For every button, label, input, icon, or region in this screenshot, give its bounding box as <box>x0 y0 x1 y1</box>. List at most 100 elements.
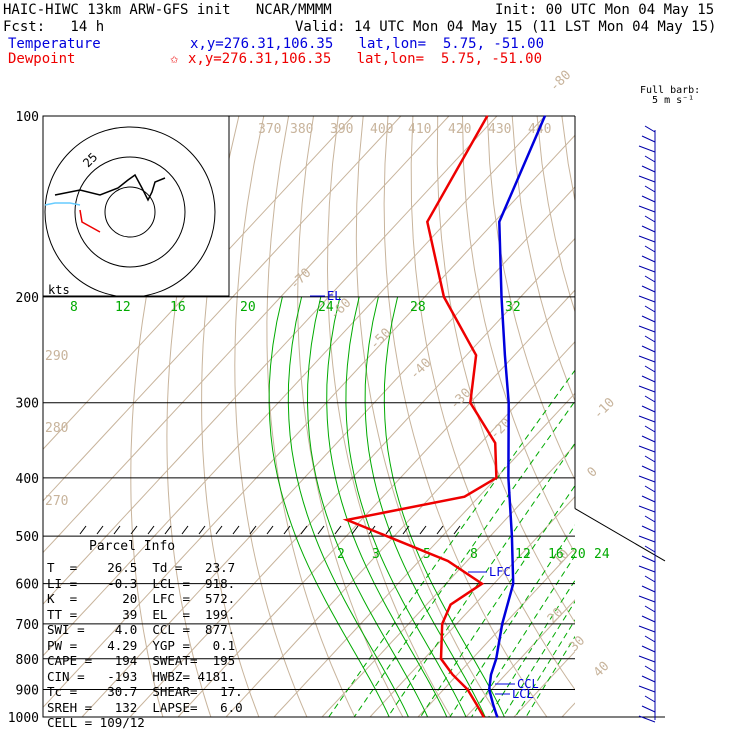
isotherm-tick-label: -10 <box>591 395 618 422</box>
hatch-mark <box>351 525 359 535</box>
theta-tick-label: 280 <box>45 421 68 436</box>
wind-barb <box>638 475 656 483</box>
mixing-ratio-label: 20 <box>570 547 586 562</box>
wind-barb <box>638 505 656 513</box>
dewpoint-point <box>475 702 477 705</box>
theta-tick-label: 430 <box>488 122 511 137</box>
temperature-point <box>496 716 499 718</box>
mixing-ratio-line <box>525 635 575 718</box>
wind-barb <box>638 295 656 303</box>
dewpoint-point <box>495 477 498 479</box>
annotation-el-label: EL <box>327 289 341 303</box>
hatch-mark <box>79 525 87 535</box>
wind-barb <box>641 225 656 233</box>
theta-tick-label: 420 <box>448 122 471 137</box>
parcel-info-row: CIN = -193 HWBZ= 4181. <box>47 668 236 684</box>
pressure-tick-label: 200 <box>16 291 39 306</box>
temperature-point <box>512 582 514 585</box>
dewpoint-location: x,y=276.31,106.35 lat,lon= 5.75, -51.00 <box>188 51 543 67</box>
hatch-mark <box>130 525 138 535</box>
wind-barb <box>641 165 656 173</box>
hatch-mark <box>181 525 189 535</box>
hatch-mark <box>147 525 155 535</box>
valid-time: Valid: 14 UTC Mon 04 May 15 (11 LST Mon … <box>295 19 717 35</box>
temperature-point <box>488 688 491 691</box>
wind-barb <box>638 445 656 453</box>
isotherm-line <box>43 116 354 450</box>
wind-barb <box>641 195 656 203</box>
hatch-mark <box>232 525 240 535</box>
wind-barb <box>644 155 656 163</box>
hatch-mark <box>96 525 104 535</box>
dry-adiabat-line <box>587 116 740 717</box>
dry-adiabat-line <box>462 116 575 555</box>
dry-adiabat-line <box>736 116 740 717</box>
isotherm-line <box>43 116 402 502</box>
hodograph-ring <box>104 186 156 238</box>
wind-barb <box>638 235 656 243</box>
dry-adiabat-line <box>637 116 740 717</box>
temperature-point <box>500 296 503 298</box>
wind-barb <box>641 495 656 503</box>
mixing-ratio-label: 32 <box>505 300 521 315</box>
isotherm-tick-label: -40 <box>407 356 434 383</box>
temperature-point <box>498 221 501 223</box>
dry-adiabat-line <box>410 116 575 691</box>
wind-barb <box>638 625 656 633</box>
hodograph-ring <box>74 156 186 268</box>
wind-barb <box>644 605 656 613</box>
wind-barb <box>644 695 656 703</box>
isotherm-line <box>273 392 575 718</box>
annotation-lfc-label: LFC <box>489 565 511 579</box>
temperature-point <box>507 477 510 479</box>
isotherm-tick-label: 40 <box>591 659 613 681</box>
mixing-ratio-line <box>420 484 575 718</box>
dewpoint-point <box>451 673 454 676</box>
isotherm-line <box>321 444 575 718</box>
theta-tick-label: 290 <box>45 349 68 364</box>
pressure-tick-label: 700 <box>16 618 39 633</box>
annotation-ccl-label: CCL <box>517 677 539 691</box>
wind-barb <box>641 315 656 323</box>
temperature-profile-line <box>487 116 547 718</box>
wind-barb <box>638 685 656 693</box>
mixing-ratio-label: 12 <box>115 300 131 315</box>
wind-barb <box>644 635 656 643</box>
wind-barb <box>641 705 656 713</box>
wind-barb <box>641 405 656 413</box>
dewpoint-point <box>447 560 449 562</box>
dry-adiabat-line <box>326 116 452 718</box>
dry-adiabat-line <box>486 116 575 481</box>
hodograph-box <box>42 115 230 297</box>
mixing-ratio-label: 8 <box>470 547 478 562</box>
wind-barb <box>641 375 656 383</box>
parcel-info-row: K = 20 LFC = 572. <box>47 591 236 606</box>
mixing-ratio-line <box>449 524 575 718</box>
parcel-info-row: SREH = 132 LAPSE= 6.0 <box>47 699 243 715</box>
wind-barb <box>644 545 656 553</box>
hatch-mark <box>300 525 308 535</box>
wind-barb <box>638 265 656 273</box>
dry-adiabat-line <box>536 116 575 314</box>
dewpoint-point <box>346 519 348 521</box>
isotherm-line <box>43 116 450 554</box>
mixing-ratio-label: 24 <box>594 547 610 562</box>
hatch-mark <box>198 525 206 535</box>
wind-barb <box>644 425 656 433</box>
wind-barb <box>644 395 656 403</box>
mixing-ratio-label: 5 <box>423 547 431 562</box>
wind-barb <box>638 205 656 213</box>
pressure-tick-label: 1000 <box>8 711 39 726</box>
wind-barb <box>638 595 656 603</box>
isotherm-line <box>417 547 575 718</box>
init-time: Init: 00 UTC Mon 04 May 15 <box>495 2 715 18</box>
isotherm-tick-label: 30 <box>567 633 589 655</box>
wind-barb <box>641 585 656 593</box>
isotherm-tick-label: -70 <box>287 266 314 293</box>
wind-barb <box>644 485 656 493</box>
wind-barb <box>638 415 656 423</box>
wind-barb <box>638 355 656 363</box>
hatch-mark <box>266 525 274 535</box>
theta-tick-label: 380 <box>290 122 313 137</box>
